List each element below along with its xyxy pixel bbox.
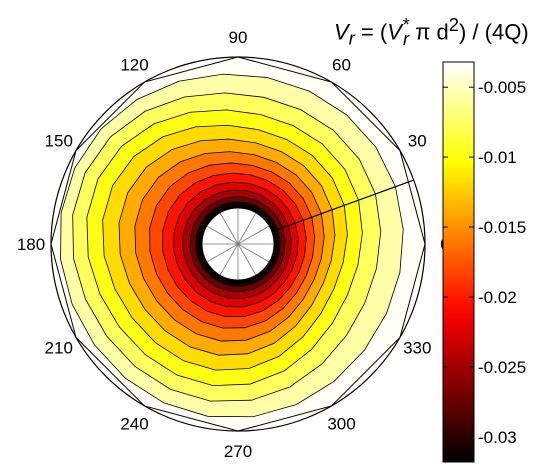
inner-spoke-7 — [206, 243, 239, 263]
title-d-sup: 2 — [448, 14, 459, 35]
colorbar-gradient — [442, 61, 475, 463]
colorbar-label-1: -0.01 — [478, 148, 517, 167]
title-rhs-v: V — [387, 19, 402, 45]
polar-boundary — [50, 56, 426, 432]
angle-tick-270: 270 — [224, 442, 252, 461]
angle-tick-180: 180 — [17, 235, 45, 254]
chart-title: Vr = (V*r π d2) / (4Q) — [334, 14, 529, 50]
angle-tick-150: 150 — [45, 132, 73, 151]
inner-spoke-2 — [237, 212, 257, 245]
inner-spoke-4 — [219, 212, 239, 245]
angle-tick-330: 330 — [403, 339, 431, 358]
title-tail: ) / (4Q) — [458, 19, 529, 45]
angle-tick-30: 30 — [408, 132, 427, 151]
inner-spoke-11 — [237, 243, 270, 263]
colorbar-label-4: -0.025 — [478, 358, 526, 377]
inner-spoke-10 — [237, 243, 257, 276]
boundary-circle — [50, 56, 426, 432]
title-lhs-sub: r — [348, 27, 355, 49]
colorbar-label-5: -0.03 — [478, 428, 517, 447]
colorbar: -0.005 -0.01 -0.015 -0.02 -0.025 -0.03 — [442, 61, 526, 463]
title-eq: = ( — [354, 19, 388, 45]
title-rhs-sub: r — [403, 27, 410, 49]
angle-tick-240: 240 — [120, 414, 148, 433]
inner-spoke-5 — [206, 225, 239, 245]
angle-ticks: 0306090120150180210240270300330 — [17, 28, 450, 461]
cut-line — [271, 179, 414, 233]
angle-tick-300: 300 — [327, 414, 355, 433]
inner-hole — [201, 179, 414, 281]
colorbar-label-2: -0.015 — [478, 218, 526, 237]
title-lhs: V — [334, 19, 349, 45]
colorbar-label-0: -0.005 — [478, 78, 526, 97]
colorbar-label-3: -0.02 — [478, 288, 517, 307]
inner-spoke-1 — [237, 225, 270, 245]
angle-tick-60: 60 — [332, 56, 351, 75]
title-rhs-sup: * — [401, 14, 410, 35]
title-mid: π d — [409, 19, 449, 45]
angle-tick-120: 120 — [120, 56, 148, 75]
inner-spoke-8 — [219, 243, 239, 276]
angle-tick-90: 90 — [229, 28, 248, 47]
angle-tick-210: 210 — [45, 339, 73, 358]
